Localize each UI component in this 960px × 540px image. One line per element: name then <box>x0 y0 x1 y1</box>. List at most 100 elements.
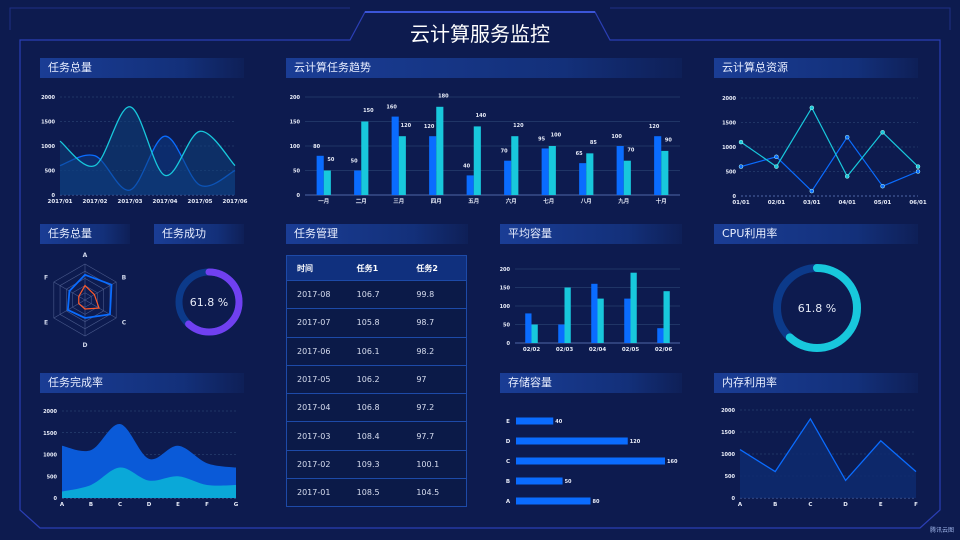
bar-data-label: 100 <box>611 134 622 140</box>
table-cell: 98.7 <box>416 318 435 328</box>
data-point <box>809 105 815 111</box>
x-tick-label: 2017/04 <box>153 199 178 205</box>
y-tick-label: 0 <box>297 193 301 199</box>
bar-data-label: 50 <box>327 157 334 163</box>
table-cell: 98.2 <box>416 346 435 356</box>
bar <box>516 417 554 425</box>
y-tick-label: 1000 <box>722 145 736 151</box>
y-tick-label: 200 <box>500 267 511 273</box>
table-header: 时间 <box>297 263 313 273</box>
bar-data-label: 150 <box>363 108 374 114</box>
x-tick-label: 02/05 <box>622 347 639 353</box>
bar-data-label: 100 <box>551 133 562 139</box>
x-tick-label: 03/01 <box>803 200 820 206</box>
panel-header-task-trend: 云计算任务趋势 <box>286 58 682 78</box>
bar <box>663 291 670 343</box>
y-tick-label: 1000 <box>41 144 55 150</box>
y-tick-label: 0 <box>54 496 58 502</box>
panel-header-total-resources: 云计算总资源 <box>714 58 918 78</box>
bar-data-label: 120 <box>424 124 435 130</box>
y-tick-label: 500 <box>47 474 58 480</box>
bar <box>630 272 637 343</box>
panel-header-average-capacity: 平均容量 <box>500 224 682 244</box>
panel-header-memory: 内存利用率 <box>714 373 918 393</box>
y-tick-label: 100 <box>290 144 301 150</box>
bar-data-label: 70 <box>627 147 634 153</box>
table-row: 2017-02 109.3 100.1 <box>287 451 466 480</box>
series-line <box>740 106 919 178</box>
bar <box>661 150 669 195</box>
bar-data-label: 120 <box>513 123 524 129</box>
watermark: 腾讯云图 <box>929 527 954 534</box>
bar <box>354 170 362 195</box>
series-line <box>59 106 236 177</box>
y-tick-label: 50 <box>503 323 510 329</box>
x-tick-label: F <box>914 502 918 508</box>
table-cell: 2017-01 <box>297 488 331 498</box>
panel-header-task-total-radar: 任务总量 <box>40 224 130 244</box>
x-tick-label: E <box>176 502 180 508</box>
radar-series <box>78 284 100 310</box>
radar-axis <box>53 299 86 319</box>
table-header-row: 时间 任务1 任务2 <box>287 256 466 281</box>
radar-axis <box>84 299 117 319</box>
y-tick-label: 50 <box>293 169 300 175</box>
x-tick-label: 九月 <box>617 197 629 205</box>
x-tick-label: 05/01 <box>874 200 891 206</box>
bar-data-label: 180 <box>438 93 449 99</box>
table-row: 2017-07 105.8 98.7 <box>287 309 466 338</box>
table-cell: 97.2 <box>416 403 435 413</box>
bar-data-label: 160 <box>386 105 397 111</box>
bar <box>511 136 519 195</box>
table-cell: 106.8 <box>356 403 380 413</box>
bar <box>516 477 563 485</box>
bar <box>654 136 662 195</box>
table-cell: 106.1 <box>356 346 380 356</box>
table-cell: 2017-07 <box>297 318 331 328</box>
x-tick-label: 02/03 <box>556 347 573 353</box>
y-tick-label: 1500 <box>43 431 57 437</box>
x-tick-label: G <box>234 502 239 508</box>
x-tick-label: 06/01 <box>909 200 926 206</box>
radar-indicator-label: D <box>83 342 88 349</box>
y-tick-label: 0 <box>507 341 511 347</box>
y-tick-label: 1500 <box>41 120 55 126</box>
bar <box>525 313 532 343</box>
data-point <box>880 130 885 135</box>
x-tick-label: 2017/01 <box>48 199 73 205</box>
data-point <box>738 164 744 169</box>
y-tick-label: 2000 <box>721 408 735 414</box>
y-tick-label: 1000 <box>721 452 735 458</box>
radar-indicator-label: E <box>44 320 48 327</box>
data-point <box>809 188 815 194</box>
stacked-area-bottom <box>62 467 236 498</box>
bar <box>323 170 331 195</box>
bar-data-label: 85 <box>590 140 597 146</box>
bar <box>657 328 664 343</box>
bar-data-label: 120 <box>649 124 660 130</box>
panel-header-storage: 存储容量 <box>500 373 682 393</box>
x-tick-label: 01/01 <box>732 200 749 206</box>
x-tick-label: 04/01 <box>839 200 856 206</box>
donut-progress <box>773 264 861 352</box>
x-tick-label: D <box>843 502 848 508</box>
radar-indicator-label: F <box>44 275 48 282</box>
bar-data-label: 120 <box>630 439 641 445</box>
donut-progress <box>175 268 243 336</box>
bar <box>558 324 565 343</box>
bar <box>564 287 571 343</box>
x-tick-label: 2017/03 <box>118 199 143 205</box>
y-category-label: D <box>506 439 511 445</box>
donut-value-label: 61.8 % <box>798 302 836 315</box>
table-cell: 2017-05 <box>297 375 331 385</box>
x-tick-label: A <box>60 502 65 508</box>
y-tick-label: 100 <box>500 304 511 310</box>
data-point <box>915 169 921 174</box>
bar <box>591 283 598 343</box>
bar <box>541 148 549 195</box>
x-tick-label: B <box>89 502 93 508</box>
table-header: 任务1 <box>356 263 379 273</box>
table-cell: 106.2 <box>356 375 380 385</box>
bar-data-label: 80 <box>593 499 600 505</box>
